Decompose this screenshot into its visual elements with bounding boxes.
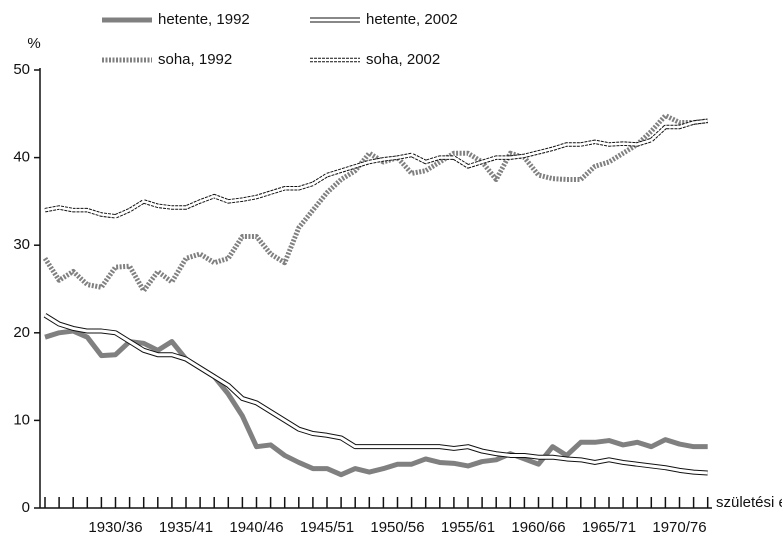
series-line xyxy=(44,314,708,475)
x-tick-label: 1950/56 xyxy=(370,519,424,536)
y-tick-label: 50 xyxy=(13,61,30,78)
legend-label: hetente, 1992 xyxy=(158,11,250,28)
series-line-outline xyxy=(43,313,708,476)
legend-label: soha, 1992 xyxy=(158,51,232,68)
x-tick-label: 1970/76 xyxy=(652,519,706,536)
y-tick-label: 30 xyxy=(13,236,30,253)
x-axis-label: születési év xyxy=(716,494,782,511)
series-line xyxy=(44,119,708,218)
y-tick-label: 20 xyxy=(13,324,30,341)
y-tick-label: 10 xyxy=(13,411,30,428)
y-axis-label: % xyxy=(27,35,40,52)
x-tick-label: 1945/51 xyxy=(300,519,354,536)
x-tick-label: 1930/36 xyxy=(88,519,142,536)
x-tick-label: 1940/46 xyxy=(229,519,283,536)
y-tick-label: 40 xyxy=(13,149,30,166)
series-line xyxy=(42,113,709,294)
legend-label: hetente, 2002 xyxy=(366,11,458,28)
y-tick-label: 0 xyxy=(22,499,30,516)
x-tick-label: 1965/71 xyxy=(582,519,636,536)
x-tick-label: 1955/61 xyxy=(441,519,495,536)
x-tick-label: 1935/41 xyxy=(159,519,213,536)
legend-label: soha, 2002 xyxy=(366,51,440,68)
x-tick-label: 1960/66 xyxy=(511,519,565,536)
series-line xyxy=(44,328,708,478)
